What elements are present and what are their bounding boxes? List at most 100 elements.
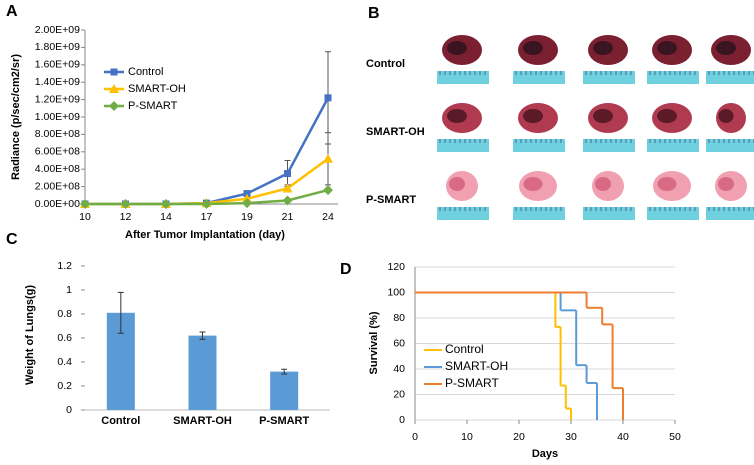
marker	[80, 199, 90, 209]
y-tick-label: 0.4	[57, 356, 72, 368]
x-tick-label: 24	[322, 211, 334, 223]
y-tick-label: 120	[387, 261, 405, 273]
marker	[323, 185, 333, 196]
ruler	[706, 139, 754, 152]
y-tick-label: 1.20E+09	[35, 93, 80, 105]
marker	[243, 190, 251, 198]
y-tick-label: 0	[399, 414, 405, 426]
marker	[201, 199, 212, 209]
y-axis-title: Radiance (p/sec/cm2/sr)	[10, 54, 22, 180]
y-tick-label: 4.00E+08	[35, 163, 80, 175]
error-bar	[117, 291, 124, 334]
lung-image	[657, 109, 677, 123]
legend-label: SMART-OH	[445, 359, 508, 373]
lung-image	[593, 41, 613, 55]
legend-label: P-SMART	[128, 100, 178, 112]
ruler-ticks	[708, 71, 754, 75]
marker	[120, 199, 131, 209]
y-tick-label: 0.8	[57, 308, 72, 320]
ruler-ticks	[649, 139, 696, 143]
marker	[282, 183, 293, 193]
ruler-ticks	[585, 139, 632, 143]
y-tick-label: 1.60E+09	[35, 59, 80, 71]
y-tick-label: 0.6	[57, 332, 72, 344]
x-tick-label: 10	[79, 211, 91, 223]
y-tick-label: 2.00E+08	[35, 180, 80, 192]
marker	[324, 94, 332, 102]
x-tick-label: P-SMART	[259, 415, 309, 427]
marker	[284, 170, 291, 178]
ruler-ticks	[439, 71, 486, 75]
lung-image	[523, 177, 543, 191]
lung-image	[595, 177, 611, 191]
lung-image	[593, 109, 613, 123]
y-tick-label: 8.00E+08	[35, 128, 80, 140]
x-tick-label: 40	[617, 431, 629, 443]
ruler-ticks	[515, 71, 562, 75]
y-tick-label: 1.00E+09	[35, 111, 80, 123]
marker	[242, 198, 252, 209]
ruler-ticks	[439, 207, 486, 211]
marker	[161, 199, 171, 209]
y-tick-label: 80	[393, 312, 405, 324]
x-tick-label: 17	[201, 211, 213, 223]
x-tick-label: SMART-OH	[173, 415, 232, 427]
x-tick-label: 21	[282, 211, 294, 223]
x-axis-title: After Tumor Implantation (day)	[125, 229, 285, 241]
y-tick-label: 6.00E+08	[35, 146, 80, 158]
marker	[282, 195, 293, 206]
legend-label: Control	[445, 342, 484, 356]
x-tick-label: 50	[669, 431, 681, 443]
legend-label: SMART-OH	[128, 83, 186, 95]
y-axis-title: Weight of Lungs(g)	[24, 285, 36, 385]
y-tick-label: 2.00E+09	[35, 24, 80, 36]
x-tick-label: 0	[412, 431, 418, 443]
y-tick-label: 0.00E+00	[35, 198, 80, 210]
lung-image	[447, 109, 467, 123]
lung-image	[716, 41, 736, 55]
x-axis-title: Days	[532, 448, 558, 460]
panel-label: C	[6, 231, 18, 248]
x-tick-label: 20	[513, 431, 525, 443]
lung-image	[657, 41, 677, 55]
x-tick-label: 30	[565, 431, 577, 443]
legend-label: P-SMART	[445, 376, 499, 390]
lung-image	[447, 41, 467, 55]
ruler-ticks	[585, 207, 632, 211]
legend-label: Control	[128, 66, 163, 78]
marker	[323, 153, 333, 163]
marker	[109, 84, 119, 93]
bar	[188, 335, 217, 410]
ruler-ticks	[439, 139, 486, 143]
y-tick-label: 0.2	[57, 380, 72, 392]
ruler	[706, 207, 754, 220]
row-label: Control	[366, 58, 405, 70]
lung-image	[657, 177, 677, 191]
bar	[270, 371, 299, 410]
x-tick-label: 12	[120, 211, 132, 223]
y-tick-label: 40	[393, 363, 405, 375]
x-tick-label: 14	[160, 211, 172, 223]
panel-label: D	[340, 261, 352, 278]
x-tick-label: Control	[101, 415, 140, 427]
ruler-ticks	[649, 207, 696, 211]
y-tick-label: 60	[393, 337, 405, 349]
y-tick-label: 1	[66, 284, 72, 296]
x-tick-label: 19	[241, 211, 253, 223]
ruler	[706, 71, 754, 84]
y-axis-title: Survival (%)	[368, 311, 380, 374]
ruler-ticks	[585, 71, 632, 75]
x-tick-label: 10	[461, 431, 473, 443]
lung-image	[718, 109, 734, 123]
ruler-ticks	[649, 71, 696, 75]
ruler-ticks	[515, 139, 562, 143]
ruler-ticks	[515, 207, 562, 211]
lung-image	[449, 177, 465, 191]
y-tick-label: 1.80E+09	[35, 41, 80, 53]
marker	[110, 68, 118, 76]
ruler-ticks	[708, 207, 754, 211]
panel-label: B	[368, 5, 380, 22]
panel-label: A	[6, 3, 18, 20]
row-label: P-SMART	[366, 194, 416, 206]
y-tick-label: 0	[66, 404, 72, 416]
